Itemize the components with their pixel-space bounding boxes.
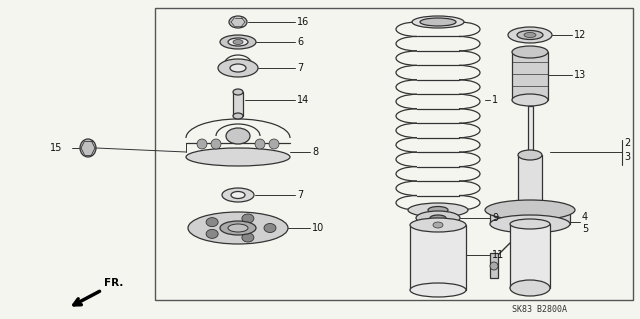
Ellipse shape xyxy=(80,139,96,157)
Ellipse shape xyxy=(518,205,542,215)
Ellipse shape xyxy=(510,280,550,296)
Text: 6: 6 xyxy=(297,37,303,47)
Ellipse shape xyxy=(410,218,466,232)
Ellipse shape xyxy=(233,89,243,95)
Ellipse shape xyxy=(255,139,265,149)
Ellipse shape xyxy=(433,222,443,228)
Ellipse shape xyxy=(220,221,256,235)
Ellipse shape xyxy=(222,188,254,202)
Ellipse shape xyxy=(230,64,246,72)
Text: 3: 3 xyxy=(624,152,630,162)
Text: 8: 8 xyxy=(312,147,318,157)
Text: 13: 13 xyxy=(574,70,586,80)
Text: 10: 10 xyxy=(312,223,324,233)
Ellipse shape xyxy=(510,219,550,229)
Bar xyxy=(490,253,498,278)
Bar xyxy=(527,106,532,175)
Ellipse shape xyxy=(197,139,207,149)
Bar xyxy=(410,225,466,290)
Ellipse shape xyxy=(428,206,448,213)
Ellipse shape xyxy=(430,215,446,221)
Text: 7: 7 xyxy=(297,63,303,73)
Text: 12: 12 xyxy=(574,30,586,40)
Ellipse shape xyxy=(264,224,276,233)
Ellipse shape xyxy=(485,200,575,220)
Bar xyxy=(510,224,550,288)
Ellipse shape xyxy=(206,229,218,238)
Ellipse shape xyxy=(410,283,466,297)
Bar xyxy=(518,155,542,210)
Ellipse shape xyxy=(231,191,245,198)
Text: 5: 5 xyxy=(582,224,588,234)
Text: 1: 1 xyxy=(492,95,498,105)
Ellipse shape xyxy=(220,35,256,49)
Ellipse shape xyxy=(490,262,498,270)
Ellipse shape xyxy=(206,218,218,226)
Ellipse shape xyxy=(228,224,248,232)
Ellipse shape xyxy=(517,31,543,40)
Ellipse shape xyxy=(228,38,248,46)
Text: 2: 2 xyxy=(624,138,630,148)
Ellipse shape xyxy=(408,203,468,217)
Ellipse shape xyxy=(490,215,570,233)
Ellipse shape xyxy=(226,128,250,144)
Text: 9: 9 xyxy=(492,213,498,223)
Ellipse shape xyxy=(233,113,243,119)
Ellipse shape xyxy=(211,139,221,149)
Bar xyxy=(490,210,570,224)
Ellipse shape xyxy=(242,214,254,223)
Ellipse shape xyxy=(412,16,464,28)
Ellipse shape xyxy=(242,233,254,242)
Ellipse shape xyxy=(186,148,290,166)
Ellipse shape xyxy=(416,211,460,225)
Text: 11: 11 xyxy=(492,250,504,260)
Text: SK83 B2800A: SK83 B2800A xyxy=(513,305,568,314)
Ellipse shape xyxy=(269,139,279,149)
Ellipse shape xyxy=(229,16,247,28)
Ellipse shape xyxy=(218,59,258,77)
Text: 16: 16 xyxy=(297,17,309,27)
Ellipse shape xyxy=(508,27,552,43)
Text: FR.: FR. xyxy=(104,278,124,288)
Ellipse shape xyxy=(512,46,548,58)
Text: 7: 7 xyxy=(297,190,303,200)
Ellipse shape xyxy=(233,40,243,44)
Ellipse shape xyxy=(524,33,536,38)
Text: 4: 4 xyxy=(582,212,588,222)
Ellipse shape xyxy=(420,18,456,26)
Text: 15: 15 xyxy=(50,143,62,153)
Bar xyxy=(512,52,548,100)
Ellipse shape xyxy=(512,94,548,106)
Ellipse shape xyxy=(188,212,288,244)
Ellipse shape xyxy=(518,150,542,160)
Bar xyxy=(233,92,243,116)
Bar xyxy=(155,8,633,300)
Text: 14: 14 xyxy=(297,95,309,105)
